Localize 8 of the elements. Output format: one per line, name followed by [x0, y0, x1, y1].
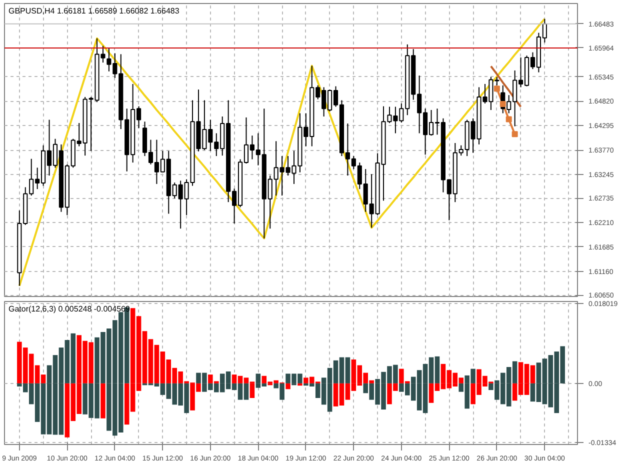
point [500, 100, 506, 107]
point [512, 131, 518, 138]
line-series [490, 65, 522, 108]
chart-title: GBPUSD,H4 1.66181 1.66589 1.66082 1.66483 [8, 6, 180, 16]
line-series [18, 18, 546, 287]
point [506, 116, 512, 122]
chart-title: Gator(12,6,3) 0.005248 -0.004569 [8, 304, 130, 314]
point [494, 86, 500, 92]
